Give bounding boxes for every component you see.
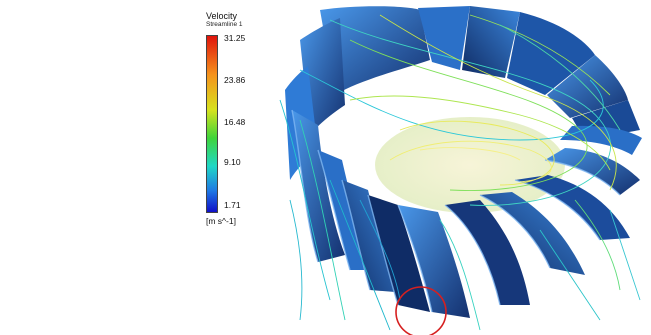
legend-variable-title: Velocity <box>206 11 238 21</box>
blade-edges <box>291 109 621 313</box>
color-legend: Velocity Streamline 1 31.25 23.86 16.48 … <box>204 8 274 228</box>
highlight-circle <box>395 286 447 335</box>
legend-subtitle: Streamline 1 <box>206 21 243 28</box>
legend-unit: [m s^-1] <box>206 216 236 226</box>
runner-inner-opening <box>375 117 565 213</box>
legend-tick-4: 9.10 <box>224 157 241 167</box>
legend-tick-2: 23.86 <box>224 75 246 85</box>
legend-tick-min: 1.71 <box>224 200 241 210</box>
legend-tick-3: 16.48 <box>224 117 246 127</box>
legend-color-bar <box>206 35 218 213</box>
legend-tick-max: 31.25 <box>224 33 246 43</box>
streamlines <box>279 14 641 331</box>
